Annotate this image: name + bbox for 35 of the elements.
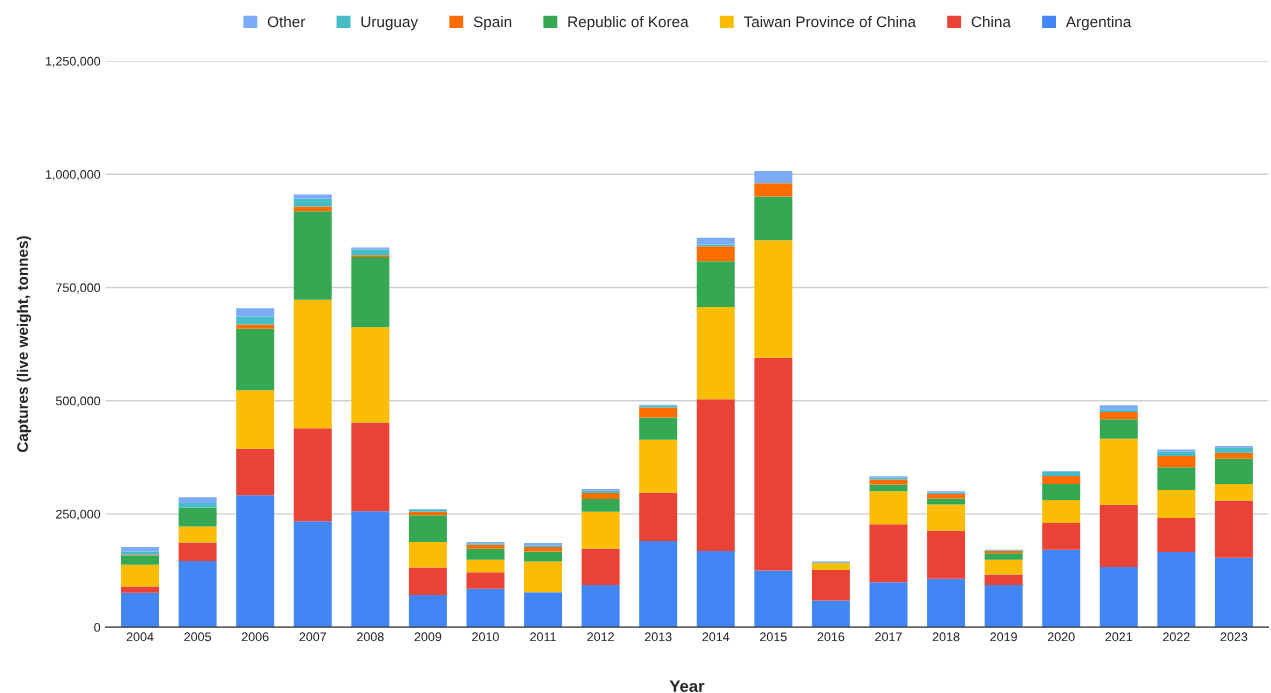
legend-label: Taiwan Province of China	[743, 16, 916, 28]
x-tick-label: 2022	[1163, 632, 1190, 642]
x-tick-label: 2010	[472, 632, 499, 642]
x-tick-label: 2015	[760, 632, 787, 642]
y-tick-label: 1,000,000	[45, 170, 101, 181]
y-tick-label: 0	[94, 622, 101, 632]
x-tick-label: 2008	[357, 632, 384, 642]
x-tick-label: 2006	[241, 632, 269, 642]
x-tick-label: 2011	[530, 632, 556, 642]
x-tick-label: 2014	[702, 632, 730, 642]
y-tick-label: 250,000	[56, 509, 101, 521]
x-tick-label: 2005	[184, 632, 211, 642]
x-tick-label: 2020	[1047, 632, 1075, 642]
x-tick-label: 2013	[644, 632, 672, 642]
x-tick-label: 2016	[817, 632, 845, 642]
x-tick-label: 2021	[1105, 632, 1133, 642]
x-tick-label: 2009	[414, 632, 442, 642]
y-tick-label: 1,250,000	[45, 56, 101, 68]
x-tick-label: 2004	[126, 632, 154, 642]
y-tick-label: 500,000	[55, 396, 101, 407]
legend-label: Uruguay	[361, 16, 419, 31]
x-tick-label: 2019	[990, 632, 1017, 642]
y-axis-title: Captures (live weight, tonnes)	[16, 236, 32, 453]
y-tick-label: 750,000	[56, 283, 101, 294]
x-tick-label: 2007	[299, 632, 327, 642]
x-tick-label: 2017	[875, 632, 902, 642]
x-tick-label: 2023	[1220, 632, 1248, 642]
x-tick-label: 2012	[587, 632, 614, 642]
legend-label: Spain	[473, 16, 512, 31]
x-axis-title: Year	[669, 680, 705, 693]
legend-label: Other	[267, 16, 306, 28]
x-tick-label: 2018	[932, 632, 960, 642]
legend-label: Argentina	[1065, 16, 1132, 31]
legend-label: China	[971, 16, 1011, 28]
legend-label: Republic of Korea	[568, 16, 689, 31]
